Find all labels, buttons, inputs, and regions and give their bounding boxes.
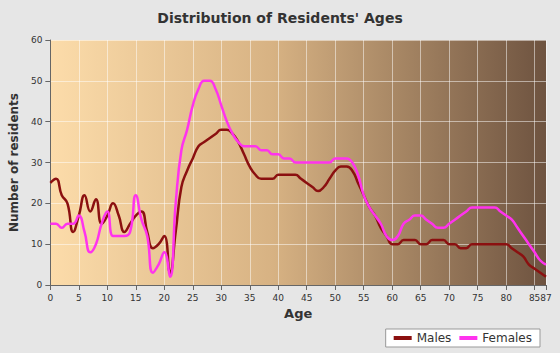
svg-text:Females: Females: [482, 331, 532, 345]
svg-text:10: 10: [31, 239, 43, 249]
svg-text:25: 25: [187, 293, 198, 303]
svg-text:10: 10: [102, 293, 114, 303]
svg-text:20: 20: [31, 198, 43, 208]
svg-text:20: 20: [159, 293, 171, 303]
svg-text:70: 70: [443, 293, 455, 303]
svg-text:0: 0: [37, 280, 43, 290]
svg-text:50: 50: [329, 293, 341, 303]
svg-text:35: 35: [244, 293, 255, 303]
svg-text:45: 45: [301, 293, 312, 303]
svg-text:65: 65: [415, 293, 426, 303]
svg-text:Number of residents: Number of residents: [7, 93, 21, 232]
svg-text:Distribution of Residents' Age: Distribution of Residents' Ages: [157, 10, 402, 26]
svg-text:5: 5: [76, 293, 82, 303]
svg-text:60: 60: [31, 35, 43, 45]
svg-text:50: 50: [31, 76, 43, 86]
svg-text:60: 60: [386, 293, 398, 303]
svg-text:0: 0: [47, 293, 53, 303]
svg-text:40: 40: [273, 293, 285, 303]
svg-text:80: 80: [500, 293, 512, 303]
svg-text:40: 40: [31, 117, 43, 127]
svg-text:75: 75: [472, 293, 483, 303]
svg-text:30: 30: [216, 293, 228, 303]
svg-text:85: 85: [529, 293, 540, 303]
svg-text:30: 30: [31, 158, 43, 168]
svg-text:15: 15: [130, 293, 141, 303]
svg-text:87: 87: [540, 293, 551, 303]
svg-text:Age: Age: [284, 306, 312, 321]
svg-text:Males: Males: [417, 331, 452, 345]
svg-text:55: 55: [358, 293, 369, 303]
